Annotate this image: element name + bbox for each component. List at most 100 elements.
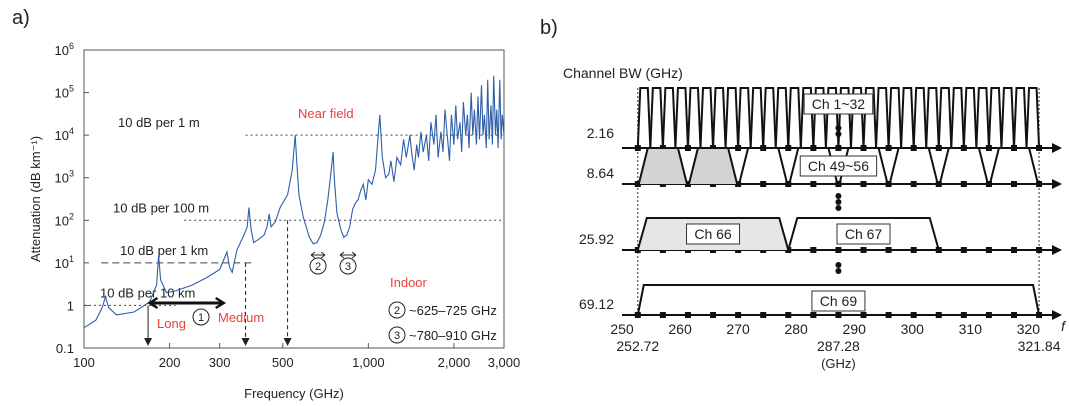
y-tick-exponent: 1 — [69, 254, 74, 264]
channel-center-marker — [985, 312, 992, 318]
y-tick-base: 10 — [55, 86, 69, 101]
annotation-long: Long — [157, 316, 186, 331]
ellipsis-dot — [835, 262, 842, 268]
channel-center-marker — [910, 247, 917, 253]
channel-2-16 — [912, 87, 928, 149]
channel-center-marker — [985, 181, 992, 187]
frequency-tick-label: 280 — [784, 321, 808, 337]
ellipsis-dot — [835, 205, 842, 211]
channel-center-marker — [684, 312, 691, 318]
range-arrow-head — [283, 338, 292, 346]
channel-label-box — [799, 155, 878, 177]
channel-center-marker — [860, 181, 867, 187]
channel-2-16 — [712, 87, 727, 149]
channel-center-marker — [910, 181, 917, 187]
channel-center-marker — [810, 312, 817, 318]
range-arrow-head — [241, 338, 250, 346]
frequency-tick-label: 260 — [668, 321, 692, 337]
annotation-medium: Medium — [218, 310, 264, 325]
channel-2-16 — [875, 87, 890, 149]
band-edge-label: 252.72 — [616, 338, 659, 354]
channel-center-marker — [684, 181, 691, 187]
channel-8-64 — [687, 147, 739, 185]
channel-center-marker — [985, 247, 992, 253]
channel-center-marker — [1036, 181, 1043, 187]
channel-2-16 — [987, 87, 1003, 149]
range-arrow-head — [144, 338, 153, 346]
panel-b-label: b) — [540, 17, 558, 39]
reference-line-label: 10 dB per 1 m — [118, 115, 200, 130]
ellipsis-dot — [835, 125, 842, 131]
channel-center-marker — [659, 312, 666, 318]
y-tick-exponent: 3 — [69, 169, 74, 179]
x-axis-label: Frequency (GHz) — [244, 386, 344, 401]
channel-8-64 — [988, 147, 1040, 185]
channel-69 — [636, 284, 1041, 316]
marker-2-label: 2 — [315, 261, 321, 273]
frequency-axis-label: f — [1061, 318, 1067, 334]
frequency-tick-label: 300 — [901, 321, 925, 337]
y-tick-base: 10 — [55, 213, 69, 228]
bandwidth-label: 25.92 — [579, 231, 614, 247]
channel-center-marker — [760, 181, 767, 187]
channel-center-marker — [910, 312, 917, 318]
channel-center-marker — [835, 247, 842, 253]
channel-label-box — [803, 93, 874, 115]
y-tick-label: 103 — [55, 169, 74, 186]
x-tick-label: 500 — [272, 355, 294, 370]
channel-center-marker — [785, 181, 792, 187]
channel-center-marker — [1010, 247, 1017, 253]
y-tick-exponent: 5 — [69, 84, 74, 94]
frequency-tick-label: 320 — [1017, 321, 1041, 337]
y-axis-label: Attenuation (dB km⁻¹) — [28, 136, 43, 262]
span-arrow-left — [147, 296, 159, 310]
channel-8-64 — [637, 147, 688, 185]
reference-lines: 10 dB per 1 m 10 dB per 100 m 10 dB per 1 … — [84, 115, 504, 306]
attenuation-series-line — [83, 75, 505, 329]
plot-frame — [83, 49, 505, 349]
channel-bandwidth-diagram: Channel BW (GHz) 2.16 8.64 25.92 69.12 Ch 1~… — [563, 65, 1067, 371]
channel-2-16 — [649, 87, 664, 149]
x-tick-label: 3,000 — [488, 355, 521, 370]
channel-center-marker — [810, 247, 817, 253]
channel-2-16 — [812, 87, 827, 149]
channel-center-marker — [810, 181, 817, 187]
marker-2: 2 — [309, 251, 327, 275]
channel-2-16 — [824, 87, 840, 149]
channel-center-marker — [1036, 247, 1043, 253]
legend-note-2-text: ~625–725 GHz — [409, 303, 497, 318]
channel-2-16 — [636, 87, 652, 149]
y-tick-base: 10 — [55, 43, 69, 58]
channel-2-16 — [749, 87, 765, 149]
marker-1: 1 — [192, 308, 210, 326]
channel-center-marker — [760, 312, 767, 318]
channel-center-marker — [885, 247, 892, 253]
channel-rows: 2.16 8.64 25.92 69.12 Ch 1~32 Ch 49~56 Ch 66 Ch… — [579, 87, 1062, 354]
channel-2-16 — [674, 87, 689, 149]
channel-label-box — [811, 290, 866, 312]
channel-label: Ch 67 — [845, 226, 883, 242]
channel-2-16 — [1025, 87, 1041, 149]
channel-label: Ch 66 — [694, 226, 732, 242]
x-tick-label: 2,000 — [438, 355, 471, 370]
legend-note-3-marker: 3 — [394, 330, 400, 342]
reference-line-label: 10 dB per 10 km — [100, 285, 195, 300]
legend-note-3: 3 ~780–910 GHz — [388, 326, 497, 344]
channel-2-16 — [1000, 87, 1015, 149]
y-tick-label: 101 — [55, 254, 74, 271]
channel-8-64-fill — [688, 148, 738, 184]
ellipsis-dot — [835, 131, 842, 137]
x-tick-label: 100 — [73, 355, 95, 370]
channel-center-marker — [835, 181, 842, 187]
annotation-indoor: Indoor — [390, 275, 428, 290]
channel-2-16 — [900, 87, 915, 149]
y-tick-label: 0.1 — [56, 341, 74, 356]
range-arrows — [144, 220, 292, 346]
channel-center-marker — [935, 312, 942, 318]
y-tick-label: 102 — [55, 211, 74, 228]
channel-2-16 — [862, 87, 878, 149]
channel-label-box — [836, 223, 891, 245]
channel-2-16 — [686, 87, 702, 149]
channel-2-16 — [849, 87, 865, 149]
